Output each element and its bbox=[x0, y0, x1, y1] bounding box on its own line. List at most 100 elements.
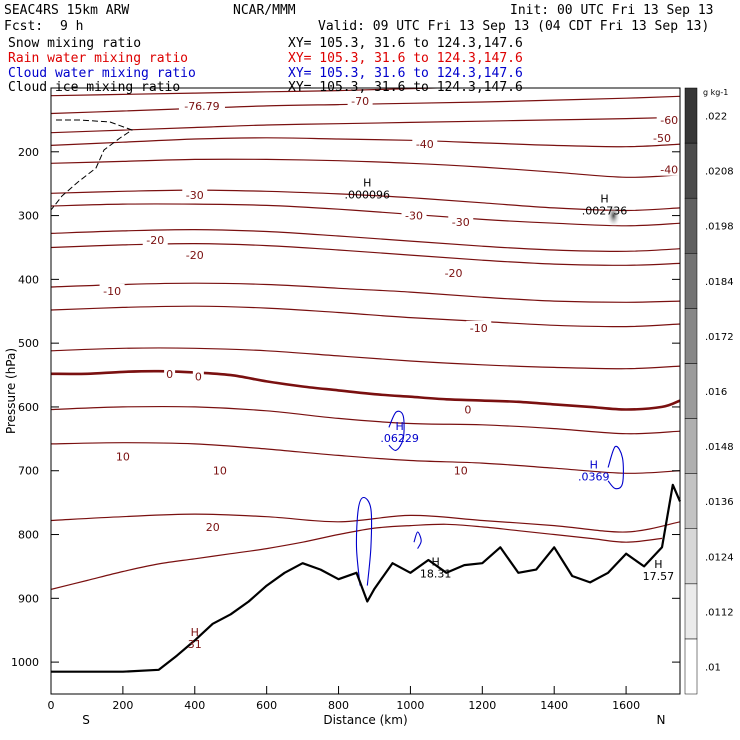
contour-label-bg-7 bbox=[401, 208, 427, 222]
north-endpoint: N bbox=[657, 713, 666, 727]
colorbar-label-2: .0124 bbox=[705, 552, 734, 563]
isotherm-6 bbox=[51, 203, 680, 227]
fcst-label: Fcst: bbox=[4, 19, 44, 34]
contour-label-bg-5 bbox=[656, 162, 682, 176]
isotherm-15 bbox=[51, 513, 680, 533]
x-tick-label-3: 600 bbox=[256, 699, 277, 712]
extrema-value-4: 18.31 bbox=[420, 567, 452, 580]
org-label: NCAR/MMM bbox=[233, 3, 296, 18]
contour-label-13: -10 bbox=[470, 322, 488, 335]
x-tick-label-8: 1600 bbox=[612, 699, 640, 712]
contour-label-bg-6 bbox=[182, 188, 208, 202]
isotherm-12 bbox=[51, 369, 680, 411]
extrema-label-6: H bbox=[191, 626, 199, 639]
contour-label-1: -70 bbox=[351, 95, 369, 108]
contour-label-18: 10 bbox=[213, 465, 227, 478]
cloud-water-contour-1 bbox=[388, 410, 405, 451]
isotherm-2 bbox=[51, 116, 680, 134]
contour-label-14: 0 bbox=[166, 368, 173, 381]
extrema-label-2: H bbox=[396, 420, 404, 433]
colorbar-label-0: .01 bbox=[705, 662, 721, 673]
colorbar-box-8 bbox=[684, 197, 698, 254]
x-tick-label-2: 400 bbox=[184, 699, 205, 712]
extrema-value-5: 17.57 bbox=[643, 570, 675, 583]
isotherm-0 bbox=[51, 88, 458, 97]
contour-label-17: 10 bbox=[116, 451, 130, 464]
contour-label-4: -40 bbox=[416, 138, 434, 151]
colorbar-label-5: .016 bbox=[705, 387, 727, 398]
y-tick-label-1: 300 bbox=[18, 210, 39, 223]
contour-label-bg-9 bbox=[142, 232, 168, 246]
contour-label-2: -60 bbox=[660, 114, 678, 127]
extrema-label-4: H bbox=[431, 555, 439, 568]
isotherm-3 bbox=[51, 137, 680, 148]
x-tick-label-7: 1400 bbox=[540, 699, 568, 712]
y-tick-label-6: 800 bbox=[18, 529, 39, 542]
isotherm-5 bbox=[51, 189, 680, 212]
tropopause-dashed-line bbox=[51, 119, 134, 211]
colorbar-label-8: .0198 bbox=[705, 222, 734, 233]
colorbar-label-9: .0208 bbox=[705, 167, 734, 178]
terrain-line bbox=[51, 483, 682, 673]
contour-label-10: -20 bbox=[186, 249, 204, 262]
colorbar-label-6: .0172 bbox=[705, 332, 734, 343]
contour-label-bg-8 bbox=[448, 214, 474, 228]
contour-label-bg-17 bbox=[113, 449, 132, 463]
colorbar-box-3 bbox=[684, 473, 698, 529]
contour-label-16: 0 bbox=[464, 403, 471, 416]
init-time: Init: 00 UTC Fri 13 Sep 13 bbox=[510, 3, 714, 18]
y-tick-label-3: 500 bbox=[18, 337, 39, 350]
extrema-value-1: .002736 bbox=[582, 204, 628, 217]
colorbar-box-1 bbox=[684, 583, 698, 640]
contour-labels: -76.79 -70 -60 -50 -40 -40 -30 -30 -30 -20 -20 -20 -… bbox=[99, 93, 682, 534]
x-axis-title: Distance (km) bbox=[323, 713, 407, 727]
colorbar-box-2 bbox=[684, 528, 698, 585]
isotherm-7 bbox=[51, 228, 680, 252]
colorbar-box-7 bbox=[684, 253, 698, 309]
x-tick-label-4: 800 bbox=[328, 699, 349, 712]
extrema-markers: H.000096 H.002736H.06229H.0369H18.31H17.5… bbox=[188, 176, 674, 651]
contour-label-7: -30 bbox=[405, 210, 423, 223]
isotherm-10 bbox=[51, 305, 680, 328]
contour-label-bg-16 bbox=[462, 402, 474, 416]
contour-label-bg-1 bbox=[347, 93, 373, 107]
contour-label-bg-11 bbox=[441, 265, 467, 279]
colorbar-label-10: .022 bbox=[705, 112, 727, 123]
contour-label-bg-18 bbox=[210, 463, 229, 477]
isotherm-9 bbox=[51, 282, 680, 303]
field-xy-rain: XY= 105.3, 31.6 to 124.3,147.6 bbox=[288, 51, 523, 66]
y-tick-label-8: 1000 bbox=[11, 656, 39, 669]
extrema-value-0: .000096 bbox=[345, 188, 391, 201]
field-name-snow: Snow mixing ratio bbox=[8, 36, 142, 51]
contour-label-bg-14 bbox=[164, 366, 176, 380]
contour-label-6: -30 bbox=[186, 189, 204, 202]
contour-label-bg-2 bbox=[656, 112, 682, 126]
contour-label-bg-15 bbox=[192, 369, 204, 383]
extrema-label-3: H bbox=[590, 458, 598, 471]
x-tick-label-6: 1200 bbox=[468, 699, 496, 712]
terrain-profile bbox=[51, 483, 682, 673]
colorbar-box-9 bbox=[684, 142, 698, 199]
isotherm-13 bbox=[51, 405, 680, 435]
extrema-value-3: .0369 bbox=[578, 470, 610, 483]
colorbar-label-1: .0112 bbox=[705, 607, 734, 618]
cloud-water-contour-0 bbox=[355, 496, 373, 586]
contour-label-bg-10 bbox=[182, 248, 208, 262]
colorbar: .01 .0112 .0124 .0136 .0148 .016 .0172 .0184 .01… bbox=[684, 87, 734, 695]
valid-time: Valid: 09 UTC Fri 13 Sep 13 (04 CDT Fri … bbox=[318, 19, 710, 34]
extrema-label-1: H bbox=[600, 192, 608, 205]
field-name-cloud-ice: Cloud ice mixing ratio bbox=[8, 80, 181, 95]
contour-label-bg-0 bbox=[178, 98, 225, 112]
contour-label-19: 10 bbox=[454, 465, 468, 478]
contour-label-9: -20 bbox=[146, 234, 164, 247]
contour-label-15: 0 bbox=[195, 370, 202, 383]
x-tick-label-1: 200 bbox=[112, 699, 133, 712]
contour-label-20: 20 bbox=[206, 521, 220, 534]
contour-label-bg-4 bbox=[412, 137, 438, 151]
extrema-value-2: .06229 bbox=[380, 432, 419, 445]
contour-label-8: -30 bbox=[452, 216, 470, 229]
contour-label-bg-3 bbox=[649, 130, 675, 144]
x-tick-label-5: 1000 bbox=[396, 699, 424, 712]
colorbar-label-4: .0148 bbox=[705, 442, 734, 453]
field-name-cloud-water: Cloud water mixing ratio bbox=[8, 66, 196, 81]
